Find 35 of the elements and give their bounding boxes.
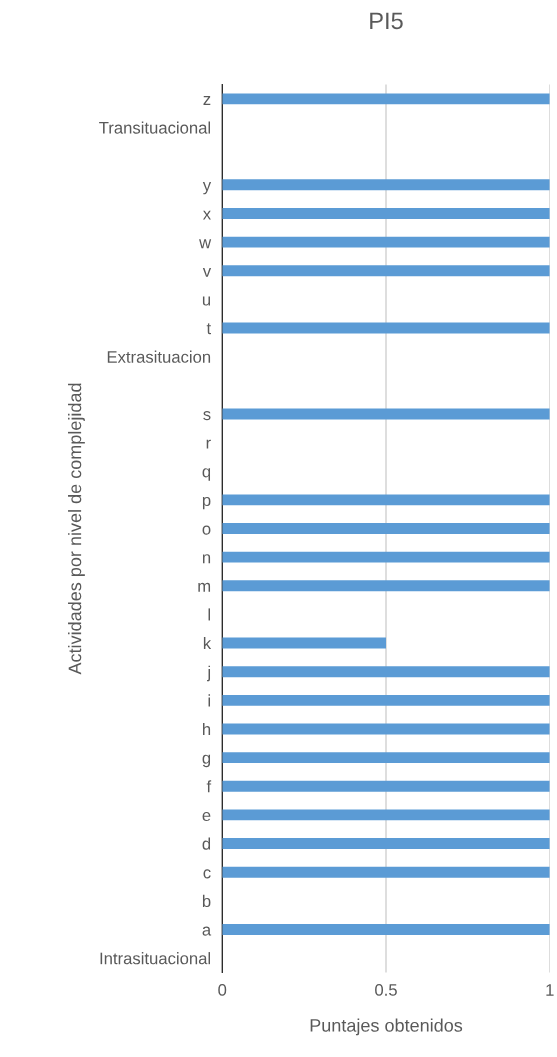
y-tick-label: l [208,608,211,621]
y-tick-label: z [203,96,211,105]
chart-title: PI5 [370,12,403,30]
y-tick-label: w [199,239,212,249]
y-tick-label: f [206,780,212,793]
y-tick-label: Transituacional [99,121,211,134]
x-tick-label: 0.5 [375,983,397,996]
y-tick-label: k [203,637,212,650]
y-tick-label: t [206,323,212,335]
y-tick-label: u [202,296,211,306]
y-tick-label: e [202,811,211,822]
y-tick-label: q [202,468,211,481]
y-tick-label: v [202,267,212,277]
y-tick-label: g [202,754,211,768]
y-tick-label: i [208,694,211,707]
y-tick-label: n [202,554,211,564]
y-tick-label: a [202,926,212,936]
y-tick-label: m [198,582,211,592]
y-tick-label: o [202,525,211,535]
y-tick-label: j [207,665,211,682]
y-axis-title: Actividades por nivel de complejidad [68,383,85,675]
y-tick-label: d [202,837,211,850]
y-tick-label: x [202,210,211,220]
y-tick-label: r [206,439,211,449]
x-tick-label: 0 [218,983,227,996]
x-tick-label: 1 [546,984,554,996]
y-tick-label: p [202,496,211,510]
y-tick-label: c [203,869,211,879]
x-axis-title: Puntajes obtenidos [310,1018,463,1036]
y-tick-label: b [202,894,211,908]
y-tick-label: s [203,411,211,421]
y-tick-label: Extrasituacion [107,350,211,363]
y-tick-label: h [203,722,211,736]
y-tick-label: y [202,182,212,195]
y-tick-label: Intrasituacional [100,952,211,965]
